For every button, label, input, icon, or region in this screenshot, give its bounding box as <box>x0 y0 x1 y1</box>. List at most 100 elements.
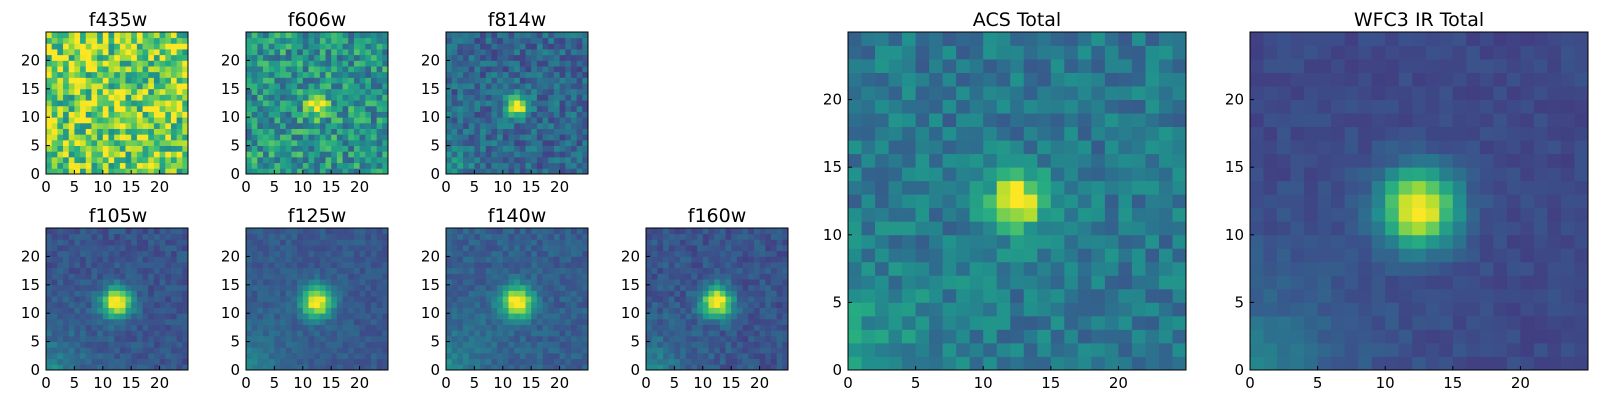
heatmap-cell <box>474 168 481 175</box>
heatmap-cell <box>370 49 378 56</box>
heatmap-cell <box>108 43 115 50</box>
heatmap-cell <box>848 315 862 330</box>
heatmap-cell <box>102 301 109 308</box>
heatmap-cell <box>674 341 681 348</box>
heatmap-cell <box>714 296 721 303</box>
heatmap-cell <box>765 307 772 314</box>
heatmap-cell <box>514 245 521 252</box>
heatmap-cell <box>480 318 487 325</box>
heatmap-cell <box>353 318 360 325</box>
heatmap-cell <box>657 233 664 240</box>
heatmap-cell <box>108 330 115 337</box>
heatmap-cell <box>74 290 81 297</box>
heatmap-cell <box>108 77 115 84</box>
heatmap-cell <box>136 313 143 320</box>
heatmap-cell <box>782 307 789 314</box>
heatmap-cell <box>657 279 664 286</box>
heatmap-cell <box>463 335 470 342</box>
heatmap-cell <box>251 151 258 158</box>
heatmap-cell <box>468 358 475 365</box>
heatmap-cell <box>708 318 715 325</box>
heatmap-cell <box>468 313 475 320</box>
heatmap-cell <box>753 330 760 337</box>
heatmap-cell <box>697 347 704 354</box>
heatmap-cell <box>331 307 338 314</box>
heatmap-cell <box>314 139 321 146</box>
heatmap-cell <box>268 139 275 146</box>
heatmap-cell <box>668 256 675 263</box>
heatmap-cell <box>565 139 572 146</box>
heatmap-cell <box>1172 126 1187 141</box>
heatmap-cell <box>1172 153 1187 168</box>
panel-title: f140w <box>488 205 547 227</box>
heatmap-cell <box>51 105 58 112</box>
heatmap-cell <box>285 156 292 164</box>
heatmap-cell <box>102 134 109 141</box>
heatmap-cell <box>74 122 81 129</box>
heatmap-cell <box>531 324 538 331</box>
heatmap-cell <box>176 134 183 141</box>
heatmap-cell <box>725 313 732 320</box>
heatmap-cell <box>176 284 183 291</box>
heatmap-cell <box>576 324 583 331</box>
heatmap-cell <box>125 364 132 371</box>
heatmap-cell <box>353 301 360 308</box>
heatmap-cell <box>268 318 275 325</box>
heatmap-cell <box>719 307 726 314</box>
heatmap-cell <box>142 122 149 129</box>
heatmap-cell <box>468 162 475 169</box>
heatmap-cell <box>85 43 92 50</box>
heatmap-cell <box>97 66 104 73</box>
heatmap-cell <box>80 301 87 308</box>
heatmap-cell <box>302 256 309 263</box>
heatmap-cell <box>263 122 270 129</box>
heatmap-cell <box>297 262 304 269</box>
heatmap-cell <box>674 313 681 320</box>
heatmap-cell <box>97 168 104 175</box>
heatmap-cell <box>542 318 549 325</box>
heatmap-cell <box>674 352 681 360</box>
heatmap-cell <box>176 256 183 263</box>
heatmap-cell <box>582 273 589 280</box>
heatmap-cell <box>114 239 121 246</box>
heatmap-cell <box>51 77 58 84</box>
heatmap-cell <box>159 250 166 257</box>
heatmap-cell <box>731 279 738 286</box>
heatmap-cell <box>708 296 715 303</box>
heatmap-cell <box>508 54 515 61</box>
heatmap-cell <box>1158 356 1173 371</box>
heatmap-cell <box>457 49 464 56</box>
heatmap-cell <box>446 262 453 269</box>
heatmap-cell <box>263 358 270 365</box>
heatmap-cell <box>51 151 58 158</box>
heatmap-cell <box>46 358 53 365</box>
heatmap-cell <box>902 167 916 182</box>
heatmap-cell <box>542 352 549 360</box>
heatmap-cell <box>342 117 349 124</box>
heatmap-cell <box>491 43 498 50</box>
heatmap-cell <box>125 318 132 325</box>
heatmap-cell <box>159 352 166 360</box>
heatmap-cell <box>582 256 589 263</box>
heatmap-cell <box>119 318 126 325</box>
heatmap-cell <box>165 341 172 348</box>
heatmap-cell <box>474 60 481 67</box>
heatmap-cell <box>376 94 383 101</box>
heatmap-cell <box>46 134 53 141</box>
heatmap-cell <box>46 239 53 246</box>
heatmap-cell <box>553 364 560 371</box>
heatmap-cell <box>915 302 930 317</box>
heatmap-cell <box>502 134 509 141</box>
heatmap-cell <box>685 301 692 308</box>
heatmap-cell <box>565 122 572 129</box>
heatmap-cell <box>570 318 578 325</box>
heatmap-cell <box>576 335 583 342</box>
heatmap-cell <box>125 324 132 331</box>
heatmap-cell <box>548 245 555 252</box>
heatmap-cell <box>502 233 509 240</box>
heatmap-cell <box>251 66 258 73</box>
heatmap-cell <box>336 105 343 112</box>
heatmap-cell <box>1050 140 1065 155</box>
heatmap-cell <box>553 318 560 325</box>
heatmap-cell <box>336 128 343 135</box>
